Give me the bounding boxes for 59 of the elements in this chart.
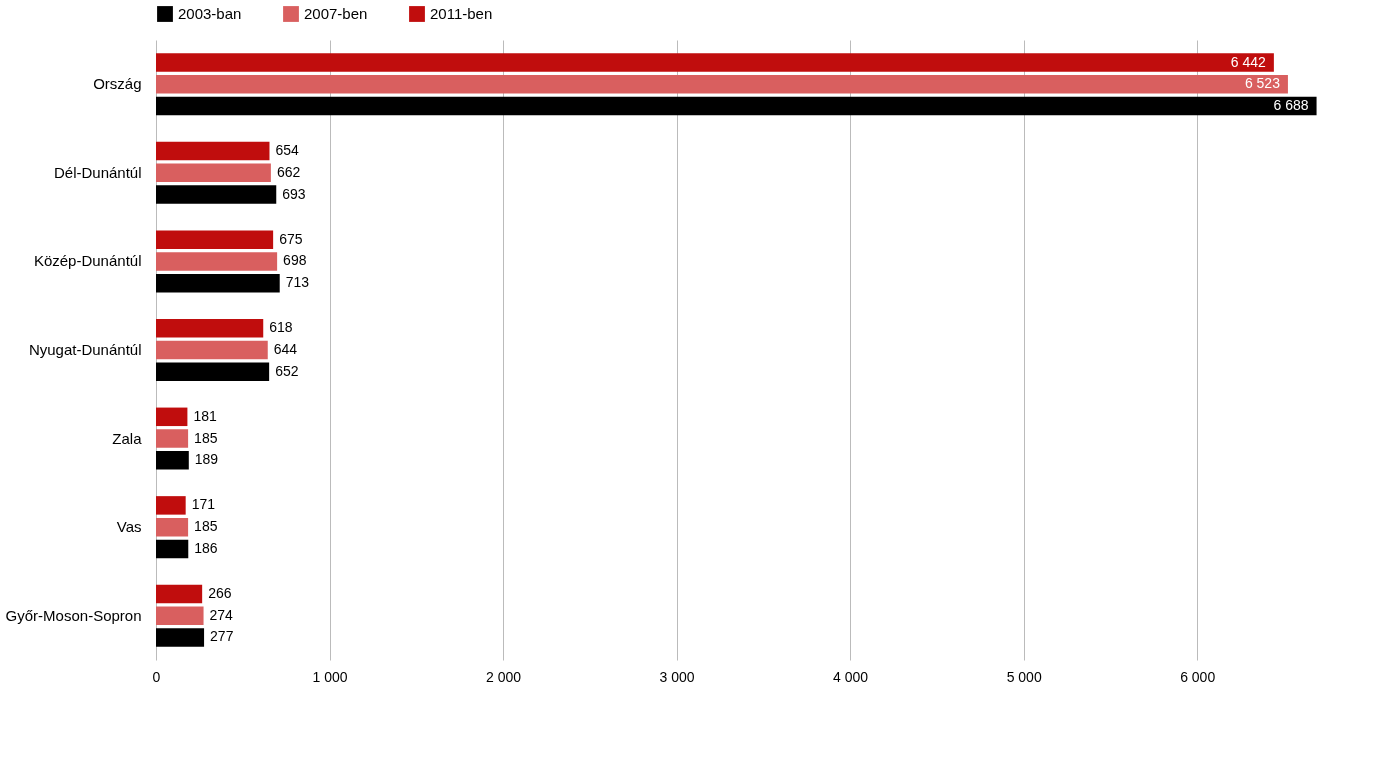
- y-tick-label: Zala: [112, 429, 143, 447]
- data-label: 6 442: [1230, 53, 1267, 70]
- bar: [156, 319, 264, 338]
- x-tick-label: 2 000: [486, 668, 522, 685]
- bar: [156, 362, 270, 381]
- data-label: 6 523: [1244, 75, 1281, 92]
- bar: [156, 340, 268, 360]
- x-tick-label: 6 000: [1180, 668, 1216, 685]
- y-tick-label: Győr-Moson-Sopron: [5, 606, 142, 624]
- bar: [156, 539, 189, 559]
- legend-label: 2011-ben: [430, 5, 493, 22]
- bar: [156, 584, 203, 604]
- data-label: 189: [194, 451, 219, 468]
- data-label: 185: [194, 429, 218, 446]
- data-label: 186: [194, 539, 218, 556]
- bar: [156, 53, 1274, 72]
- y-tick-label: Nyugat-Dunántúl: [28, 341, 142, 358]
- legend-label: 2003-ban: [178, 5, 242, 22]
- data-label: 274: [209, 606, 234, 623]
- bar: [156, 606, 204, 625]
- x-tick-label: 5 000: [1006, 668, 1042, 685]
- data-label: 277: [210, 628, 234, 645]
- y-tick-label: Dél-Dunántúl: [53, 163, 142, 181]
- bar: [156, 230, 274, 249]
- bar: [156, 163, 271, 183]
- y-tick-label: Ország: [93, 75, 142, 93]
- bar: [156, 273, 280, 293]
- data-label: 662: [276, 163, 301, 180]
- y-tick-label: Közép-Dunántúl: [33, 252, 142, 270]
- bar: [156, 252, 278, 271]
- x-tick-label: 0: [152, 668, 161, 685]
- bar: [156, 141, 270, 161]
- bar: [156, 429, 189, 448]
- data-label: 675: [279, 230, 303, 247]
- data-label: 713: [285, 274, 310, 291]
- x-tick-label: 3 000: [659, 668, 695, 685]
- data-label: 654: [275, 142, 300, 159]
- x-tick-label: 1 000: [312, 668, 348, 685]
- data-label: 644: [273, 341, 298, 357]
- x-tick-label: 4 000: [833, 668, 869, 685]
- data-label: 266: [208, 584, 232, 601]
- bar: [156, 185, 277, 204]
- bar: [156, 75, 1288, 94]
- bar: [156, 407, 188, 427]
- data-label: 185: [194, 518, 218, 535]
- bar: [156, 451, 189, 470]
- bar: [156, 517, 189, 537]
- data-label: 618: [269, 319, 293, 336]
- bar: [156, 96, 1317, 116]
- legend-label: 2007-ben: [304, 5, 368, 22]
- data-label: 693: [282, 185, 306, 202]
- data-label: 181: [193, 407, 217, 424]
- y-tick-label: Vas: [116, 518, 142, 536]
- data-label: 6 688: [1273, 97, 1309, 114]
- data-label: 652: [275, 362, 299, 379]
- bar: [156, 628, 205, 647]
- data-label: 698: [283, 252, 307, 269]
- data-label: 171: [191, 496, 216, 513]
- bar: [156, 496, 186, 515]
